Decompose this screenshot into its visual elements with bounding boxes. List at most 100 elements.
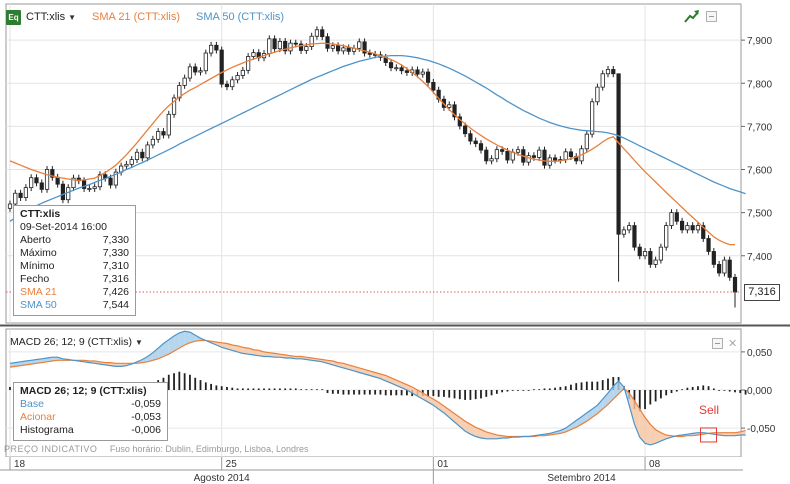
- histogram-bar: [607, 378, 609, 390]
- histogram-bar: [268, 388, 271, 390]
- histogram-bar: [347, 390, 350, 395]
- legend-item-sma50[interactable]: SMA 50 (CTT:xlis): [196, 11, 284, 23]
- macd-info-label: Acionar: [20, 411, 56, 423]
- candle-body: [642, 251, 648, 257]
- histogram-bar: [247, 388, 250, 390]
- candle-body: [669, 212, 674, 226]
- candle-body: [621, 229, 626, 235]
- histogram-bar: [580, 382, 583, 390]
- histogram-bar: [310, 389, 313, 391]
- sma21-line: [9, 42, 735, 246]
- price-info-label: Máximo: [20, 247, 57, 259]
- macd-title-text: MACD 26; 12; 9 (CTT:xlis): [10, 336, 132, 348]
- candle-body: [177, 85, 182, 99]
- candle-body: [357, 41, 362, 49]
- candle-body: [60, 183, 66, 201]
- candle-body: [18, 192, 23, 198]
- legend-item-sma21[interactable]: SMA 21 (CTT:xlis): [92, 11, 180, 23]
- macd-fill-segment: [237, 345, 243, 354]
- candle-body: [452, 104, 457, 118]
- histogram-bar: [495, 390, 498, 394]
- macd-fill-segment: [174, 332, 180, 352]
- candle-body: [203, 52, 208, 72]
- histogram-bar: [638, 390, 641, 412]
- candle-body: [246, 56, 251, 71]
- candle-body: [595, 86, 600, 103]
- price-info-row: Mínimo 7,310: [20, 260, 129, 273]
- histogram-bar: [379, 390, 382, 395]
- candle-body: [584, 133, 589, 150]
- candle-body: [600, 73, 605, 88]
- candle-body: [193, 66, 198, 73]
- histogram-bar: [321, 389, 324, 391]
- histogram-bar: [538, 389, 541, 391]
- minimize-pane-button[interactable]: [712, 338, 723, 349]
- macd-info-title: MACD 26; 12; 9 (CTT:xlis): [20, 385, 147, 397]
- equity-icon[interactable]: Eq: [6, 9, 21, 25]
- price-info-label: Fecho: [20, 273, 50, 285]
- histogram-bar: [707, 386, 710, 390]
- candle-body: [632, 225, 637, 248]
- candle-body: [309, 35, 314, 47]
- histogram-bar: [527, 390, 530, 391]
- candle-body: [277, 41, 282, 50]
- histogram-bar: [263, 388, 265, 390]
- histogram-bar: [723, 390, 726, 391]
- histogram-bar: [559, 386, 562, 390]
- candle-body: [679, 220, 685, 231]
- candle-body: [325, 36, 330, 49]
- close-pane-icon[interactable]: ✕: [728, 338, 738, 350]
- histogram-bar: [575, 383, 578, 390]
- trend-arrow-icon[interactable]: [684, 9, 700, 23]
- candle-body: [526, 155, 531, 163]
- candle-body: [367, 52, 372, 55]
- candle-body: [187, 66, 193, 79]
- histogram-bar: [183, 373, 186, 390]
- histogram-bar: [326, 390, 329, 394]
- x-tick-label: 25: [226, 459, 238, 470]
- candle-body: [7, 203, 13, 209]
- candle-body: [447, 104, 452, 108]
- candle-body: [92, 186, 97, 189]
- macd-fill-segment: [168, 335, 175, 355]
- histogram-bar: [654, 390, 657, 402]
- macd-pane-title[interactable]: MACD 26; 12; 9 (CTT:xlis) ▼: [10, 336, 143, 348]
- histogram-bar: [474, 390, 477, 400]
- macd-pane-controls: ✕: [706, 337, 737, 350]
- candle-body: [415, 69, 420, 75]
- candle-body: [399, 67, 404, 72]
- price-info-row: Máximo 7,330: [20, 247, 129, 260]
- histogram-bar: [294, 388, 297, 390]
- candle-body: [66, 187, 71, 201]
- histogram-bar: [358, 390, 361, 395]
- candle-body: [484, 149, 489, 162]
- candle-body: [71, 177, 76, 189]
- macd-fill-segment: [242, 347, 249, 355]
- histogram-bar: [427, 390, 429, 397]
- candle-body: [336, 45, 341, 52]
- price-pane-controls: [684, 9, 717, 23]
- histogram-bar: [278, 388, 281, 390]
- candle-body: [330, 45, 335, 49]
- histogram-bar: [189, 374, 191, 390]
- candle-body: [346, 47, 351, 52]
- candle-body: [166, 113, 171, 136]
- histogram-bar: [480, 390, 482, 399]
- chart-legend: Eq CTT:xlis ▼ SMA 21 (CTT:xlis) SMA 50 (…: [6, 8, 300, 26]
- minimize-pane-button[interactable]: [706, 10, 717, 22]
- candle-body: [653, 259, 658, 265]
- price-info-row: SMA 50 7,544: [20, 299, 129, 312]
- price-info-row: Aberto 7,330: [20, 234, 129, 247]
- candle-body: [478, 143, 484, 151]
- x-tick-label: 01: [437, 459, 449, 470]
- histogram-bar: [739, 390, 742, 394]
- histogram-bar: [226, 386, 228, 390]
- candle-body: [87, 188, 92, 190]
- candle-body: [473, 140, 478, 145]
- legend-item-symbol[interactable]: CTT:xlis ▼: [26, 11, 76, 23]
- candle-body: [39, 182, 44, 190]
- candle-body: [674, 212, 679, 222]
- macd-fill-segment: [740, 430, 746, 435]
- histogram-bar: [554, 387, 556, 390]
